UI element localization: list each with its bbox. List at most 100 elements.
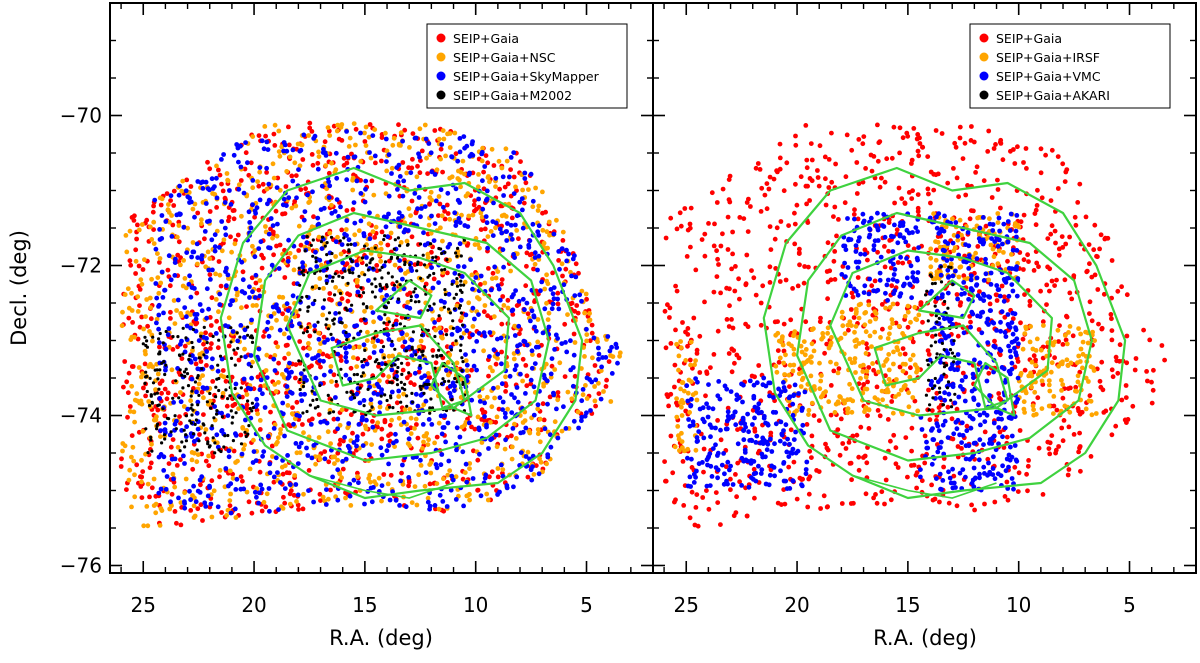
data-point xyxy=(390,343,395,348)
data-point xyxy=(395,187,400,192)
data-point xyxy=(514,475,519,480)
data-point xyxy=(557,360,562,365)
data-point xyxy=(532,325,537,330)
data-point xyxy=(293,255,298,260)
data-point xyxy=(177,239,182,244)
data-point xyxy=(359,330,362,333)
data-point xyxy=(463,470,468,475)
data-point xyxy=(144,375,147,378)
data-point xyxy=(810,158,815,163)
data-point xyxy=(340,296,345,301)
data-point xyxy=(556,258,561,263)
data-point xyxy=(354,364,359,369)
data-point xyxy=(333,293,336,296)
data-point xyxy=(538,288,543,293)
data-point xyxy=(793,182,798,187)
data-point xyxy=(400,381,403,384)
data-point xyxy=(584,292,589,297)
data-point xyxy=(447,176,452,181)
data-point xyxy=(188,398,193,403)
data-point xyxy=(129,291,134,296)
data-point xyxy=(786,223,791,228)
data-point xyxy=(1006,498,1011,503)
data-point xyxy=(371,290,374,293)
data-point xyxy=(537,223,542,228)
left-legend: SEIP+GaiaSEIP+Gaia+NSCSEIP+Gaia+SkyMappe… xyxy=(427,24,627,108)
data-point xyxy=(210,176,215,181)
data-point xyxy=(164,347,169,352)
data-point xyxy=(280,465,285,470)
data-point xyxy=(415,174,420,179)
data-point xyxy=(135,294,140,299)
data-point xyxy=(426,383,429,386)
data-point xyxy=(402,230,407,235)
data-point xyxy=(219,355,222,358)
data-point xyxy=(405,239,410,244)
data-point xyxy=(362,309,367,314)
data-point xyxy=(305,410,308,413)
data-point xyxy=(416,404,421,409)
data-point xyxy=(432,128,437,133)
data-point xyxy=(389,473,394,478)
data-point xyxy=(264,170,269,175)
data-point xyxy=(543,426,548,431)
data-point xyxy=(400,330,405,335)
data-point xyxy=(228,481,233,486)
data-point xyxy=(232,348,235,351)
data-point xyxy=(492,347,497,352)
data-point xyxy=(459,298,464,303)
data-point xyxy=(306,488,311,493)
data-point xyxy=(352,324,357,329)
data-point xyxy=(424,156,429,161)
data-point xyxy=(875,385,880,390)
data-point xyxy=(237,182,242,187)
data-point xyxy=(1069,297,1074,302)
data-point xyxy=(183,445,186,448)
data-point xyxy=(809,141,814,146)
data-point xyxy=(792,242,797,247)
data-point xyxy=(352,478,357,483)
data-point xyxy=(435,435,440,440)
data-point xyxy=(403,407,408,412)
data-point xyxy=(132,494,137,499)
data-point xyxy=(179,189,184,194)
data-point xyxy=(380,395,383,398)
data-point xyxy=(209,323,214,328)
data-point xyxy=(363,404,366,407)
data-point xyxy=(412,290,415,293)
data-point xyxy=(818,506,823,511)
data-point xyxy=(371,229,376,234)
data-point xyxy=(396,180,401,185)
data-point xyxy=(915,137,920,142)
data-point xyxy=(534,329,539,334)
data-point xyxy=(923,434,928,439)
data-point xyxy=(344,177,349,182)
data-point xyxy=(157,455,162,460)
data-point xyxy=(275,344,280,349)
data-point xyxy=(536,208,541,213)
data-point xyxy=(192,215,197,220)
data-point xyxy=(285,470,290,475)
data-point xyxy=(1061,342,1066,347)
data-point xyxy=(441,205,446,210)
x-tick-label: 15 xyxy=(352,593,377,617)
data-point xyxy=(389,171,394,176)
data-point xyxy=(501,247,506,252)
data-point xyxy=(837,366,842,371)
data-point xyxy=(581,387,586,392)
data-point xyxy=(1110,367,1115,372)
data-point xyxy=(235,293,240,298)
data-point xyxy=(455,176,460,181)
data-point xyxy=(355,280,360,285)
data-point xyxy=(1078,469,1083,474)
data-point xyxy=(399,130,404,135)
data-point xyxy=(849,477,854,482)
data-point xyxy=(1005,480,1010,485)
data-point xyxy=(400,277,405,282)
data-point xyxy=(356,480,361,485)
data-point xyxy=(533,262,538,267)
data-point xyxy=(443,251,446,254)
data-point xyxy=(323,298,326,301)
data-point xyxy=(171,397,174,400)
data-point xyxy=(479,493,484,498)
